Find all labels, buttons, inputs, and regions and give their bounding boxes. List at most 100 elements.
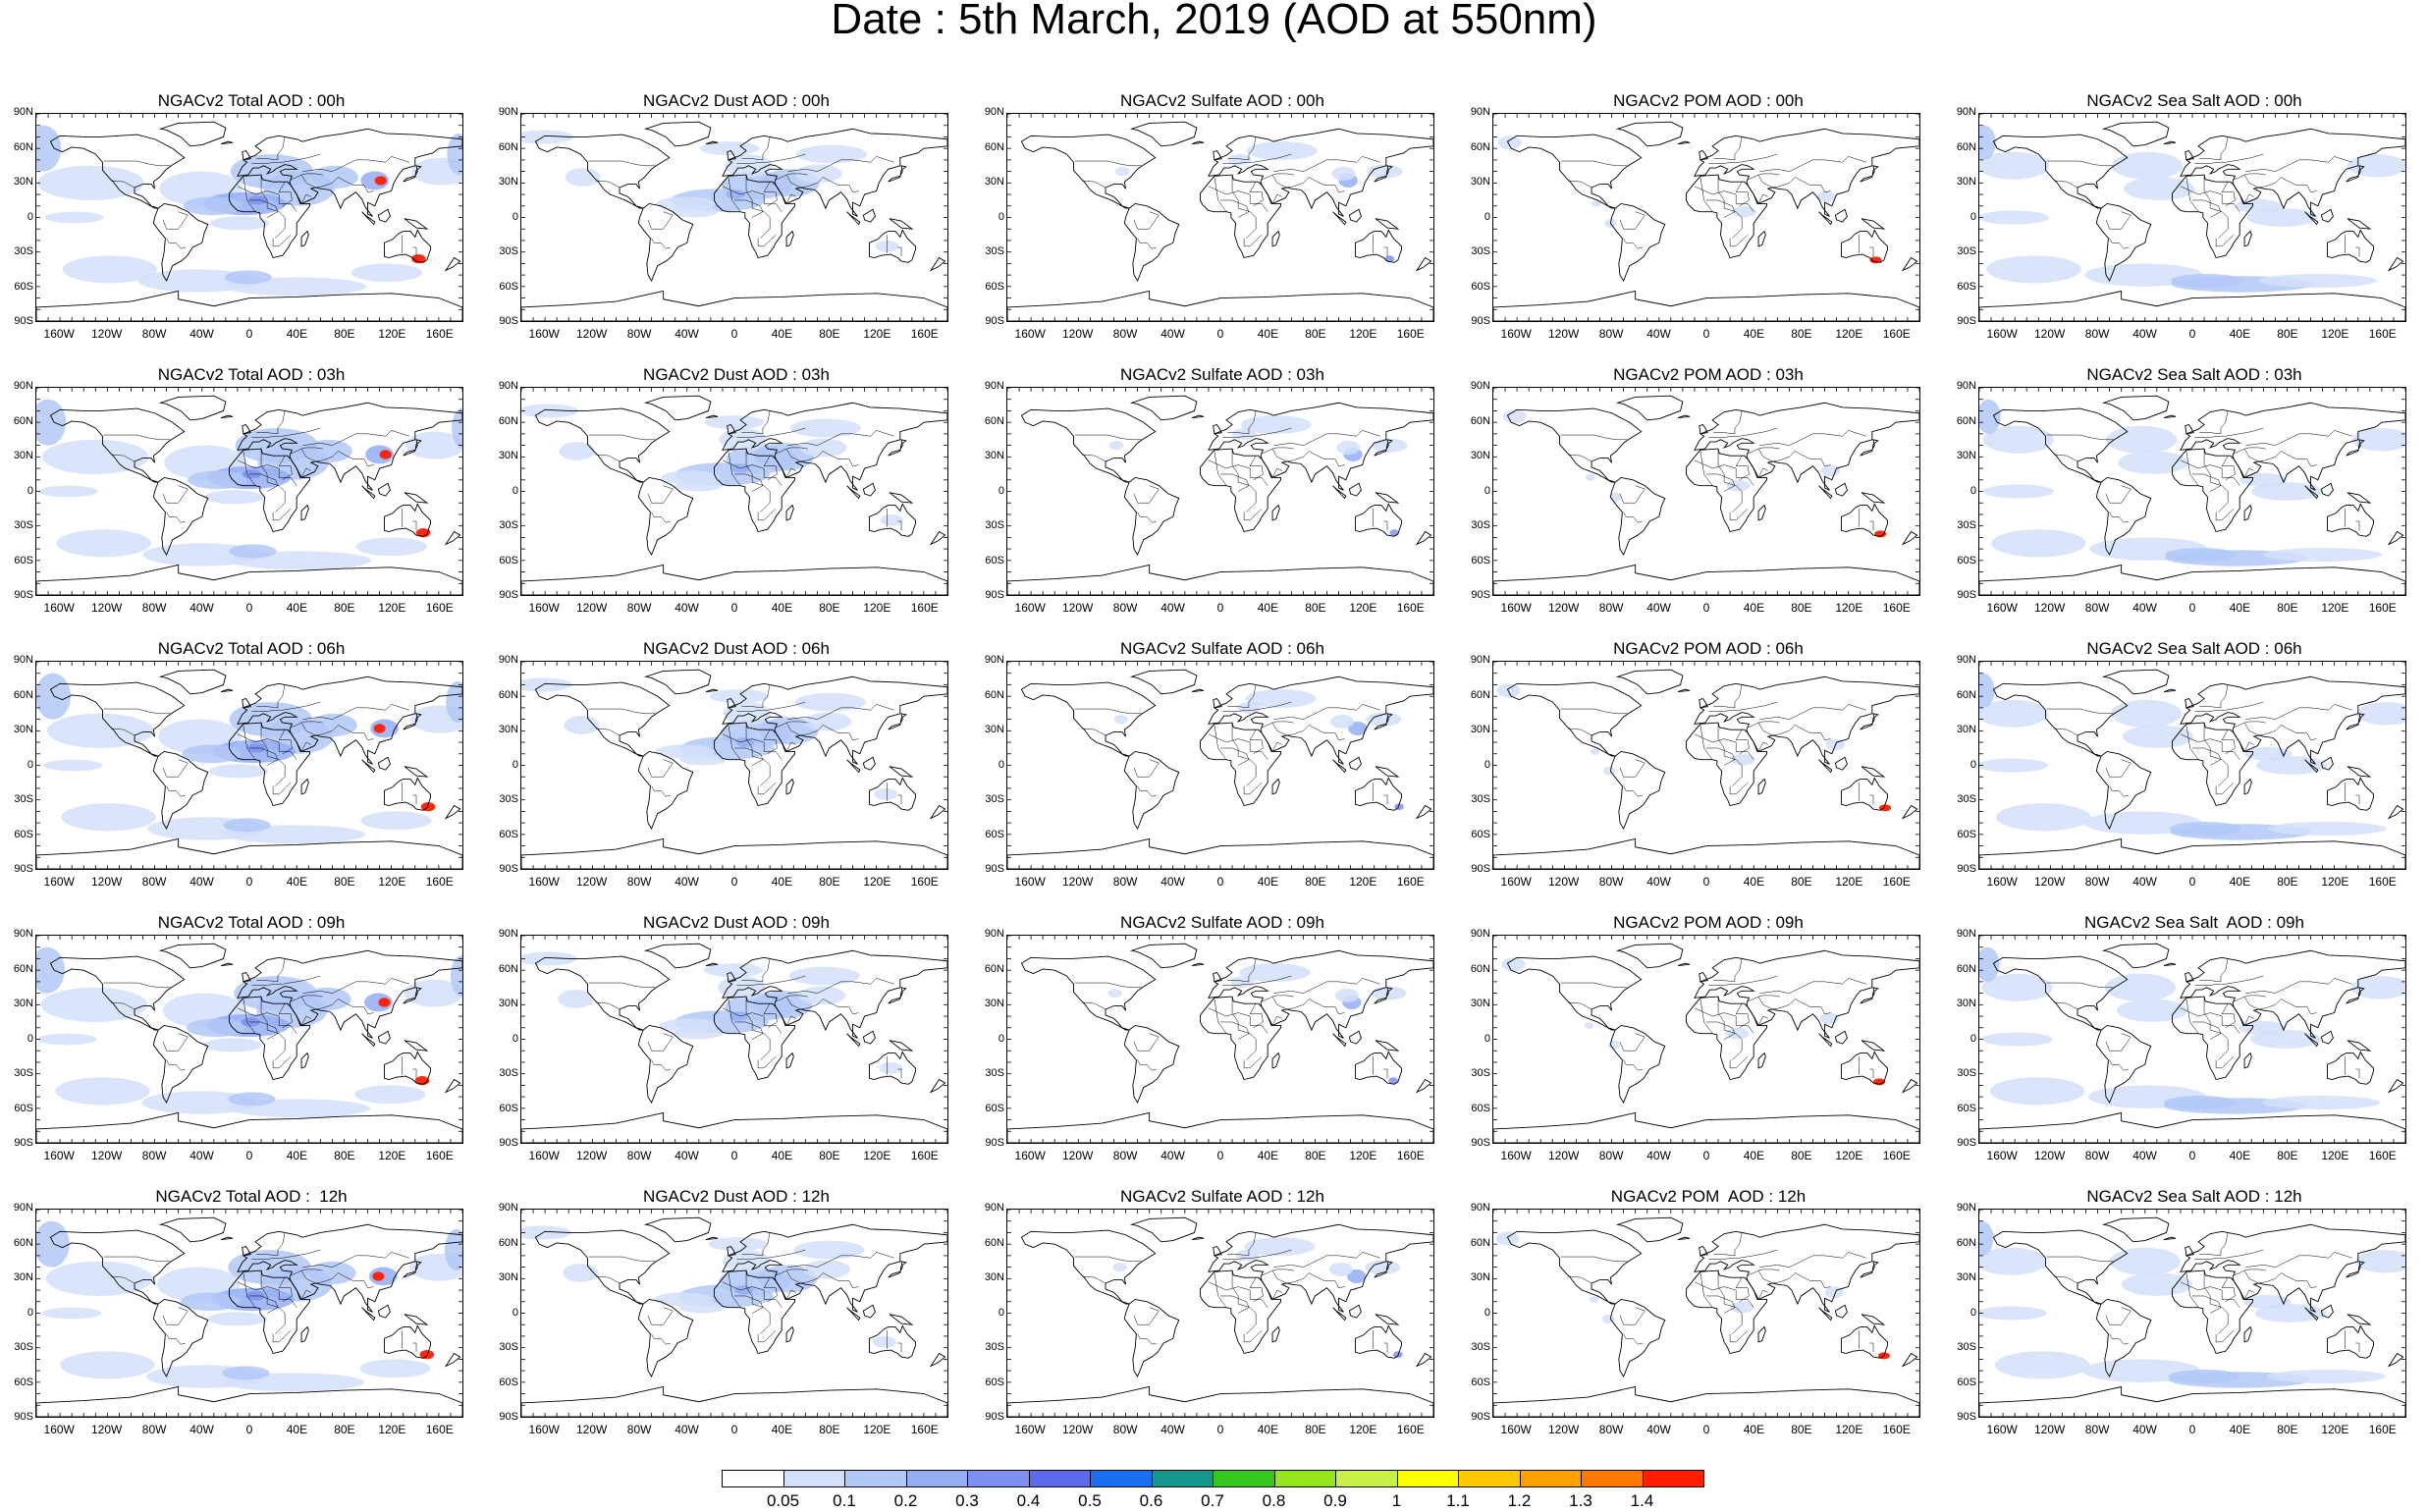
lon-tick-label: 120E: [863, 601, 891, 615]
map-panel-total-0: NGACv2 Total AOD : 00h 90N 60N 30N 0 30S 60S 90…: [8, 91, 469, 349]
country-border: [278, 1003, 293, 1029]
aerosol-plume: [670, 205, 719, 218]
country-border: [300, 448, 374, 467]
country-border: [651, 1059, 671, 1071]
coastline: [785, 1052, 794, 1069]
country-border: [251, 975, 321, 986]
country-border: [291, 173, 323, 181]
aerosol-plume: [726, 189, 745, 199]
map-frame: [1006, 935, 1434, 1144]
country-border: [1757, 722, 1831, 741]
panel-title: NGACv2 POM AOD : 03h: [1613, 365, 1804, 384]
map-canvas: [1007, 114, 1433, 321]
country-border: [103, 708, 171, 715]
country-border: [1694, 733, 1754, 760]
aerosol-plume: [879, 1061, 903, 1074]
lon-tick-label: 80E: [1305, 1149, 1326, 1162]
coastline: [2320, 208, 2334, 223]
country-border: [110, 454, 135, 462]
aerosol-plume: [521, 677, 572, 692]
lon-tick-label: 120W: [2033, 327, 2066, 341]
country-border: [2243, 741, 2254, 752]
map-canvas: [521, 1210, 947, 1417]
country-border: [734, 199, 764, 218]
aerosol-plume: [1389, 529, 1399, 537]
coastline: [1415, 1078, 1432, 1094]
lat-tick-label: 60N: [498, 140, 518, 153]
coastline: [237, 128, 462, 217]
lat-tick-label: 90N: [1956, 106, 1976, 118]
country-border: [2194, 153, 2264, 164]
lon-tick-label: 40W: [674, 601, 699, 615]
aerosol-plume: [40, 987, 148, 1022]
lat-tick-label: 60N: [498, 688, 518, 701]
panel-title: NGACv2 Sea Salt AOD : 06h: [2086, 639, 2302, 658]
country-border: [2234, 995, 2266, 1002]
aerosol-plume: [1107, 988, 1122, 999]
lat-tick-label: 0: [27, 1306, 33, 1319]
lat-tick-label: 60N: [498, 1236, 518, 1249]
map-canvas: [1007, 662, 1433, 869]
country-border: [2192, 1295, 2222, 1314]
country-border: [2053, 728, 2078, 736]
coastline: [1841, 503, 1888, 537]
country-border: [588, 982, 656, 989]
lon-tick-label: 160E: [1396, 327, 1425, 341]
lat-tick-label: 90N: [1956, 1202, 1976, 1214]
lat-tick-label: 90S: [985, 863, 1004, 875]
country-border: [249, 1295, 279, 1314]
country-border: [785, 1269, 859, 1289]
coastline: [1200, 448, 1281, 533]
country-border: [1220, 1295, 1250, 1314]
aerosol-plume: [1227, 154, 1252, 166]
lat-tick-label: 0: [27, 758, 33, 771]
country-border: [1074, 982, 1142, 989]
coastline: [521, 1385, 947, 1417]
country-border: [1081, 454, 1106, 462]
lat-tick-label: 90N: [1470, 106, 1490, 118]
lat-tick-label: 30S: [14, 1067, 33, 1079]
aerosol-plume: [404, 979, 462, 1007]
coastline: [1020, 407, 1157, 483]
country-border: [1708, 701, 1778, 712]
coastline: [1694, 1223, 1919, 1313]
lon-tick-label: 40W: [2132, 875, 2157, 889]
coastline: [1374, 713, 1393, 730]
aerosol-plume: [793, 1240, 865, 1260]
lon-tick-label: 160E: [425, 601, 454, 615]
lon-tick-label: 0: [245, 875, 253, 889]
aerosol-plume: [758, 1265, 818, 1293]
coastline: [1415, 1352, 1432, 1368]
coastline: [2304, 211, 2319, 226]
lon-tick-label: 160W: [43, 1423, 75, 1436]
coastline: [1860, 165, 1879, 183]
aerosol-plume: [2246, 208, 2318, 227]
lat-tick-label: 60N: [1956, 414, 1976, 427]
coastline: [49, 1229, 186, 1305]
map-frame: [35, 935, 463, 1144]
map-canvas: [1979, 388, 2405, 595]
coastline: [403, 713, 422, 730]
aerosol-plume: [447, 133, 462, 176]
country-border: [110, 180, 135, 189]
coastline: [888, 165, 907, 183]
lat-tick-label: 60S: [985, 828, 1004, 840]
lat-tick-label: 60N: [1470, 414, 1490, 427]
country-border: [1220, 473, 1250, 492]
lat-tick-label: 90S: [1471, 1137, 1490, 1149]
lat-tick-label: 30S: [1957, 519, 1976, 531]
coastline: [1860, 1261, 1879, 1278]
coastline: [534, 955, 671, 1031]
coastline: [1699, 150, 1708, 161]
country-border: [785, 1015, 796, 1026]
coastline: [2243, 1325, 2252, 1343]
country-border: [2234, 447, 2266, 455]
lon-tick-label: 0: [2188, 601, 2196, 615]
coastline: [152, 750, 209, 830]
aerosol-plume: [2239, 472, 2288, 487]
country-border: [1262, 995, 1294, 1002]
aerosol-plume: [405, 431, 462, 459]
coastline: [1694, 402, 1919, 491]
country-border: [1081, 728, 1106, 736]
aerosol-plume: [1731, 753, 1755, 766]
